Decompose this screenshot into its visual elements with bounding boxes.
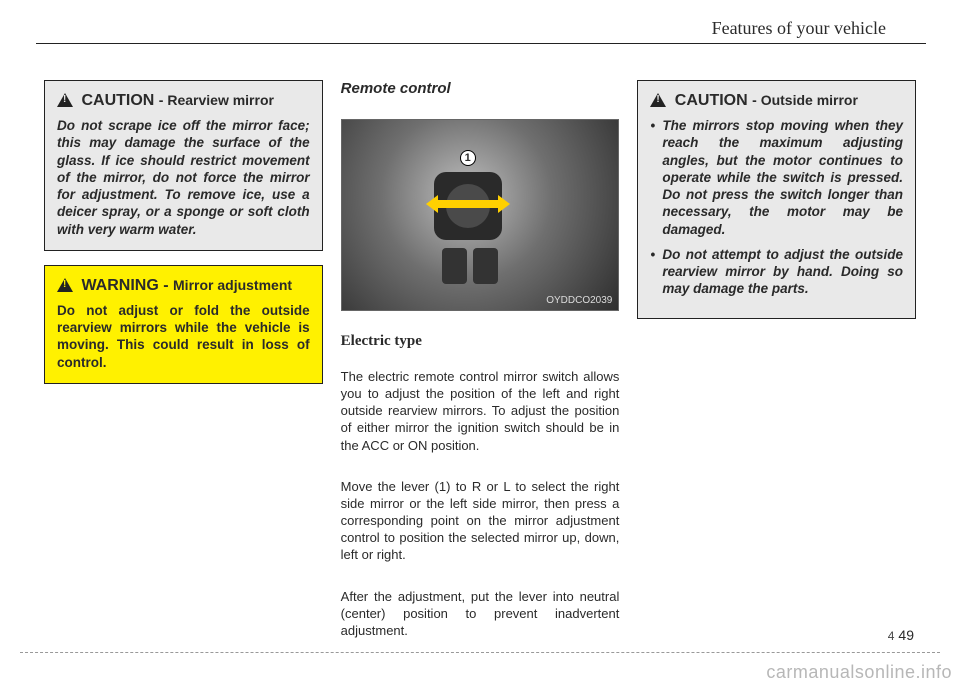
paragraph-2: Move the lever (1) to R or L to select t… [341,478,620,564]
caution2-label: CAUTION [675,92,748,109]
figure-mirror-control: 1 OYDDCO2039 [341,119,620,311]
callout-1: 1 [460,150,476,166]
paragraph-3: After the adjustment, put the lever into… [341,588,620,639]
footer-rule [20,652,940,653]
warning-body: Do not adjust or fold the outside rearvi… [57,302,310,371]
page-number: 449 [888,627,914,643]
caution-title: CAUTION - Rearview mirror [57,91,310,111]
warning-box-mirror: WARNING - Mirror adjustment Do not adjus… [44,265,323,384]
warning-sub: Mirror adjustment [173,277,292,295]
column-middle: Remote control 1 OYDDCO2039 Electric typ… [341,80,620,649]
warning-label: WARNING - [81,277,168,294]
chapter-num: 4 [888,629,895,643]
remote-heading: Remote control [341,80,620,97]
figure-ref-code: OYDDCO2039 [546,295,612,306]
caution-label: CAUTION [81,92,154,109]
caution-sub: - Rearview mirror [159,92,274,110]
caution2-title: CAUTION - Outside mirror [650,91,903,111]
lock-buttons [442,248,498,284]
caution-icon [650,93,666,107]
bullet-2: Do not attempt to adjust the outside rea… [650,246,903,298]
caution-icon [57,93,73,107]
caution-box-rearview: CAUTION - Rearview mirror Do not scrape … [44,80,323,251]
warning-title: WARNING - Mirror adjustment [57,276,310,296]
caution2-body: The mirrors stop moving when they reach … [650,117,903,298]
warning-icon [57,278,73,292]
caution2-sub: - Outside mirror [752,92,858,110]
paragraph-1: The electric remote control mirror switc… [341,368,620,454]
arrow-indicator-icon [436,200,500,208]
caution-body: Do not scrape ice off the mirror face; t… [57,117,310,238]
caution-box-outside: CAUTION - Outside mirror The mirrors sto… [637,80,916,319]
column-right: CAUTION - Outside mirror The mirrors sto… [637,80,916,649]
page-num: 49 [898,627,914,643]
header-title: Features of your vehicle [712,18,886,38]
bullet-1: The mirrors stop moving when they reach … [650,117,903,238]
watermark: carmanualsonline.info [766,662,952,683]
electric-type-subhead: Electric type [341,333,620,350]
section-header: Features of your vehicle [36,12,926,44]
column-left: CAUTION - Rearview mirror Do not scrape … [44,80,323,649]
